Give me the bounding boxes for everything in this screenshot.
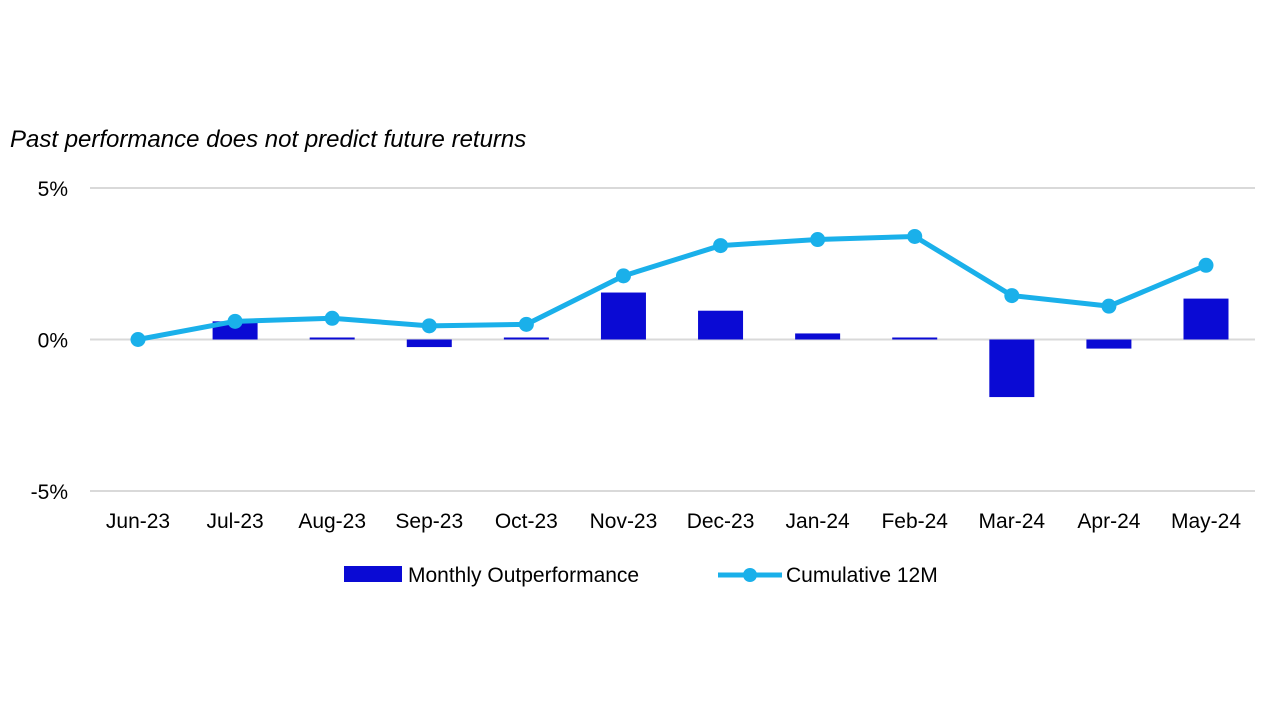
bar-nov-23 [600, 292, 646, 340]
bar-feb-24 [892, 337, 938, 340]
bar-mar-24 [989, 339, 1035, 398]
x-tick-label: Apr-24 [1077, 510, 1140, 533]
legend-label-cumulative-12m: Cumulative 12M [786, 564, 938, 587]
x-tick-label: Feb-24 [881, 510, 948, 533]
legend-label-monthly-outperformance: Monthly Outperformance [408, 564, 639, 587]
point-feb-24 [907, 228, 923, 244]
x-tick-label: Dec-23 [687, 510, 755, 533]
x-tick-label: Mar-24 [979, 510, 1046, 533]
y-tick-label: -5% [31, 481, 68, 504]
legend: Monthly Outperformance Cumulative 12M [344, 564, 938, 587]
point-aug-23 [324, 310, 340, 326]
chart-subtitle: Past performance does not predict future… [10, 126, 526, 153]
x-tick-label: Jun-23 [106, 510, 170, 533]
x-tick-label: Sep-23 [395, 510, 463, 533]
x-tick-label: Aug-23 [298, 510, 366, 533]
legend-swatch-cumulative-marker [743, 568, 757, 582]
x-tick-label: Jan-24 [786, 510, 851, 533]
point-jul-23 [227, 313, 243, 329]
point-nov-23 [615, 268, 631, 284]
point-jun-23 [130, 332, 146, 347]
bar-may-24 [1183, 298, 1229, 340]
bar-apr-24 [1086, 339, 1132, 349]
y-tick-label: 5% [38, 178, 68, 201]
point-jan-24 [810, 232, 826, 248]
line-series [130, 228, 1214, 347]
point-oct-23 [518, 316, 534, 332]
bar-aug-23 [309, 337, 355, 340]
x-axis-tick-labels: Jun-23 Jul-23 Aug-23 Sep-23 Oct-23 Nov-23 Dec-… [106, 510, 1241, 533]
bar-oct-23 [503, 337, 549, 340]
point-mar-24 [1004, 288, 1020, 304]
point-sep-23 [421, 318, 437, 334]
cumulative-line [135, 233, 1209, 342]
y-axis-tick-labels: 5% 0% -5% [31, 178, 68, 504]
legend-swatch-monthly-outperformance [344, 566, 402, 582]
point-dec-23 [713, 238, 729, 254]
x-tick-label: Nov-23 [590, 510, 658, 533]
bar-jan-24 [795, 333, 841, 340]
point-apr-24 [1101, 298, 1117, 314]
x-tick-label: May-24 [1171, 510, 1241, 533]
y-tick-label: 0% [38, 330, 68, 353]
bar-dec-23 [698, 310, 744, 340]
gridlines [90, 187, 1255, 492]
point-may-24 [1198, 257, 1214, 273]
bar-sep-23 [406, 339, 452, 348]
x-tick-label: Oct-23 [495, 510, 558, 533]
bar-series [212, 292, 1229, 398]
x-tick-label: Jul-23 [206, 510, 263, 533]
